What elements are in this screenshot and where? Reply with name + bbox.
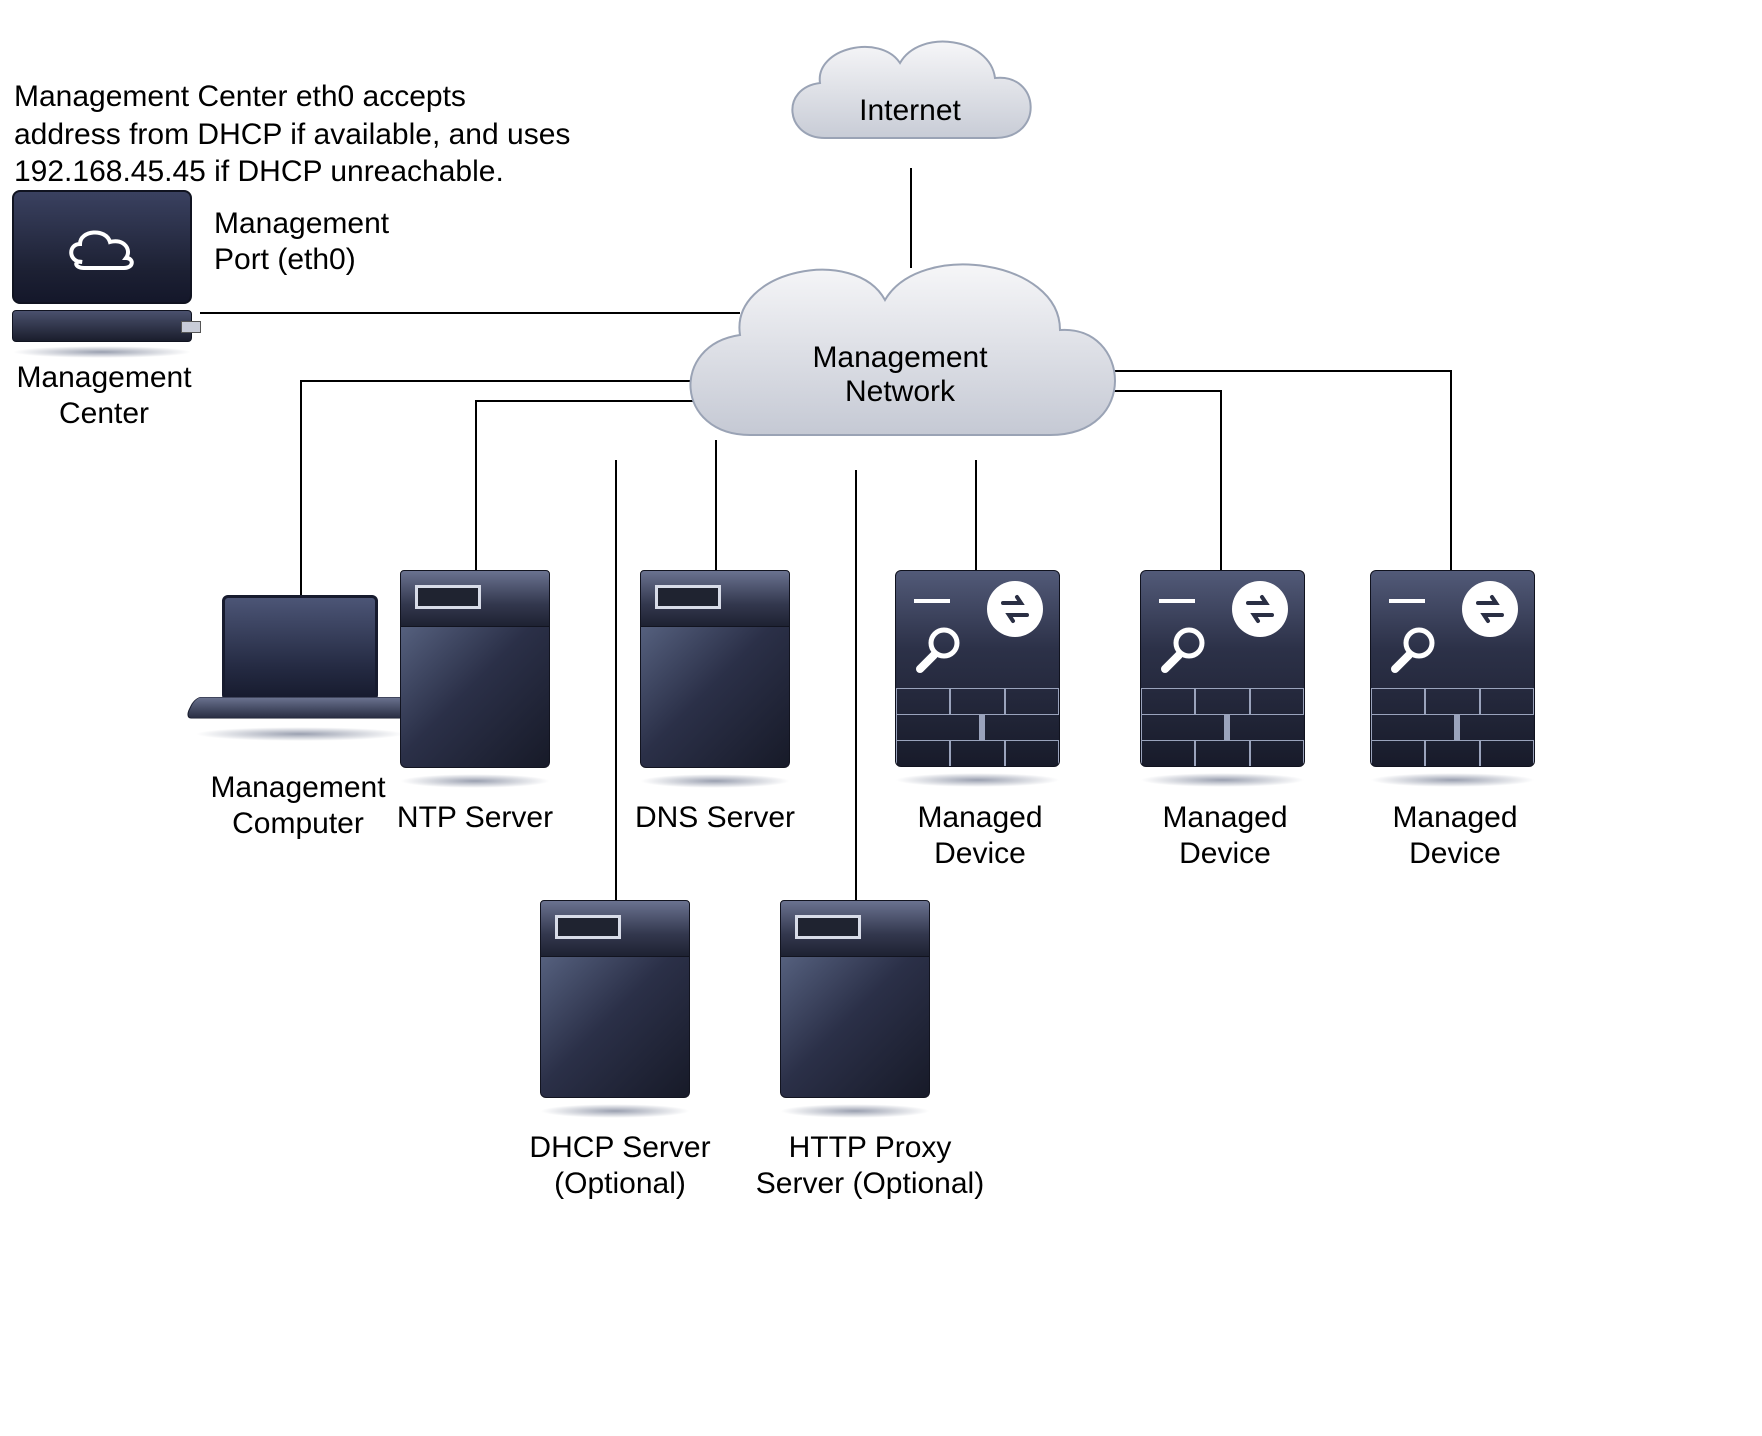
edge-mgmtnet-computer-v: [300, 380, 302, 600]
transfer-icon: [1232, 581, 1288, 637]
node-managed-device-1: [895, 570, 1060, 787]
node-managed-device-2-label: ManagedDevice: [1115, 800, 1335, 872]
edge-mc-mgmtnet: [200, 312, 740, 314]
edge-mgmtnet-computer-h: [300, 380, 705, 382]
network-diagram: Management Center eth0 accepts address f…: [0, 0, 1762, 1436]
diagram-note: Management Center eth0 accepts address f…: [14, 78, 574, 191]
eth0-port: [181, 321, 201, 333]
edge-mgmtnet-ntp-v: [475, 400, 477, 575]
laptop-screen: [222, 595, 378, 701]
node-mgmt-computer: [195, 595, 405, 741]
cloud-internet: Internet: [770, 18, 1050, 178]
node-dns-server: [640, 570, 790, 788]
node-managed-device-2: [1140, 570, 1305, 787]
port-label: ManagementPort (eth0): [214, 206, 434, 278]
transfer-icon: [987, 581, 1043, 637]
mgmt-center-base: [12, 310, 192, 342]
node-managed-device-3-label: ManagedDevice: [1345, 800, 1565, 872]
transfer-icon: [1462, 581, 1518, 637]
edge-mgmtnet-proxy: [855, 470, 857, 905]
magnifier-icon: [1159, 623, 1211, 675]
node-dhcp-server-label: DHCP Server(Optional): [490, 1130, 750, 1202]
edge-mgmtnet-md3-h: [1100, 370, 1452, 372]
magnifier-icon: [1389, 623, 1441, 675]
edge-mgmtnet-md2-v: [1220, 390, 1222, 575]
laptop-base: [184, 697, 415, 718]
node-dns-server-label: DNS Server: [600, 800, 830, 836]
cloud-mgmt-network: Management Network: [660, 225, 1140, 485]
node-http-proxy-server-label: HTTP ProxyServer (Optional): [720, 1130, 1020, 1202]
cloud-internet-label: Internet: [770, 94, 1050, 128]
node-ntp-server-label: NTP Server: [360, 800, 590, 836]
node-mgmt-center: [12, 190, 192, 358]
mgmt-center-screen: [12, 190, 192, 304]
node-mgmt-center-label: ManagementCenter: [4, 360, 204, 432]
node-managed-device-1-label: ManagedDevice: [870, 800, 1090, 872]
node-dhcp-server: [540, 900, 690, 1118]
edge-mgmtnet-dhcp: [615, 460, 617, 905]
node-managed-device-3: [1370, 570, 1535, 787]
magnifier-icon: [914, 623, 966, 675]
node-http-proxy-server: [780, 900, 930, 1118]
node-ntp-server: [400, 570, 550, 788]
edge-mgmtnet-md3-v: [1450, 370, 1452, 575]
cloud-mgmt-network-label: Management Network: [660, 341, 1140, 409]
cloud-icon: [62, 220, 142, 275]
